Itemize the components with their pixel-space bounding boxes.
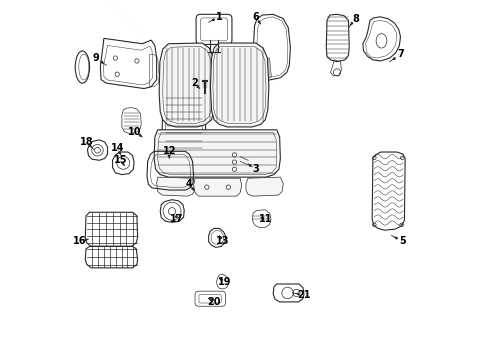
- Text: 7: 7: [396, 49, 403, 59]
- Polygon shape: [156, 177, 195, 196]
- Text: 11: 11: [259, 215, 272, 224]
- Text: 6: 6: [251, 12, 258, 22]
- Text: 20: 20: [207, 297, 220, 307]
- Text: 3: 3: [251, 164, 258, 174]
- Polygon shape: [154, 130, 280, 177]
- Text: 9: 9: [92, 53, 99, 63]
- Text: 16: 16: [73, 236, 86, 246]
- Text: 8: 8: [351, 14, 358, 24]
- Text: 4: 4: [185, 179, 192, 189]
- Text: 1: 1: [216, 12, 223, 22]
- Polygon shape: [193, 178, 241, 196]
- Polygon shape: [210, 43, 268, 127]
- Text: 14: 14: [110, 143, 123, 153]
- Text: 18: 18: [80, 138, 93, 147]
- Text: 2: 2: [190, 78, 197, 88]
- Text: 13: 13: [216, 236, 229, 246]
- Text: 12: 12: [162, 146, 176, 156]
- Text: 21: 21: [296, 290, 310, 300]
- Polygon shape: [256, 58, 271, 78]
- Text: 10: 10: [128, 127, 142, 136]
- Text: 15: 15: [114, 155, 127, 165]
- Polygon shape: [245, 177, 283, 196]
- Text: 5: 5: [398, 236, 405, 246]
- Text: 19: 19: [218, 277, 231, 287]
- Polygon shape: [159, 43, 215, 127]
- Text: 17: 17: [169, 215, 183, 224]
